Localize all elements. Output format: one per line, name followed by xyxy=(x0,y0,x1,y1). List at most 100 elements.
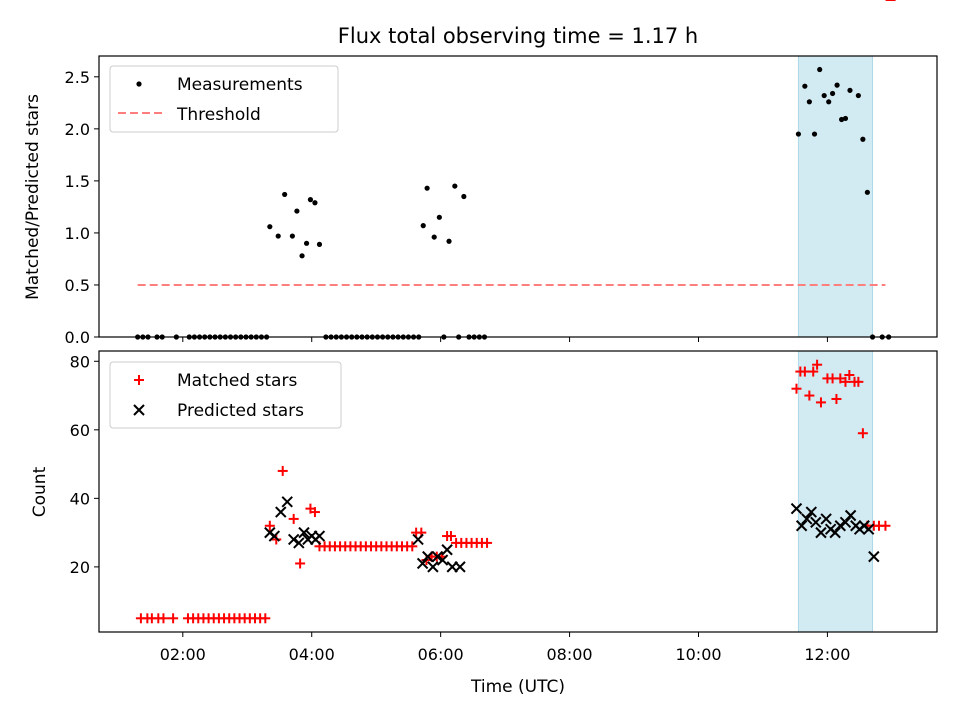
predicted-star-point xyxy=(412,533,424,546)
bottom-panel-count: 20 40 60 80 02:00 04:00 06:00 08:00 10:00 12:00 xyxy=(70,0,938,664)
predicted-star-point xyxy=(868,550,880,563)
matched-star-point xyxy=(264,520,275,531)
legend-label-threshold: Threshold xyxy=(176,105,261,125)
x-axis-label: Time (UTC) xyxy=(470,677,565,697)
predicted-star-point xyxy=(431,550,444,563)
predicted-star-point xyxy=(441,544,453,556)
measurement-point xyxy=(289,233,295,239)
predicted-star-point xyxy=(820,513,832,525)
matched-star-point xyxy=(815,397,826,408)
matched-star-point xyxy=(295,558,306,569)
matched-star-point xyxy=(812,359,823,370)
matched-star-point xyxy=(277,465,288,476)
measurement-point xyxy=(275,233,281,239)
measurement-point xyxy=(821,92,827,99)
predicted-star-point xyxy=(834,520,847,532)
predicted-star-point xyxy=(293,537,305,549)
matched-star-point xyxy=(791,383,802,394)
predicted-star-point xyxy=(790,502,803,515)
predicted-star-point xyxy=(313,530,326,542)
measurement-point xyxy=(303,240,310,246)
legend-label-predicted: Predicted stars xyxy=(177,401,304,421)
matched-star-point xyxy=(840,376,851,387)
predicted-star-point xyxy=(795,520,808,532)
y-tick-label: 0.0 xyxy=(65,328,90,347)
predicted-star-point xyxy=(416,557,429,570)
predicted-star-point xyxy=(281,496,293,508)
y-tick-label: 2.5 xyxy=(65,68,90,87)
legend-bottom: Matched stars Predicted stars xyxy=(109,361,342,429)
measurement-point xyxy=(811,131,818,137)
predicted-star-point xyxy=(805,506,818,518)
y-axis-label-bottom: Count xyxy=(30,466,50,517)
matched-star-point xyxy=(804,390,815,401)
matched-star-point xyxy=(857,428,868,439)
measurement-point xyxy=(461,193,467,200)
measurement-point xyxy=(267,224,273,230)
matched-star-point xyxy=(880,520,891,531)
matched-star-point xyxy=(445,531,456,542)
y-tick-label: 1.0 xyxy=(65,224,90,243)
measurement-point xyxy=(299,253,305,259)
y-tick-label: 1.5 xyxy=(65,172,90,191)
legend-plus-marker xyxy=(134,375,144,385)
predicted-star-point xyxy=(298,526,310,539)
matched-star-point xyxy=(271,534,282,545)
matched-star-point xyxy=(844,369,855,380)
x-tick-label: 12:00 xyxy=(804,645,850,664)
measurement-point xyxy=(806,99,812,105)
plot-frame xyxy=(98,55,938,338)
chart-title: Flux total observing time = 1.17 h xyxy=(338,24,698,48)
predicted-star-point xyxy=(287,533,300,546)
matched-star-point xyxy=(158,613,169,624)
matched-star-point xyxy=(407,541,418,552)
legend-label-matched: Matched stars xyxy=(177,371,297,391)
measurement-point xyxy=(446,238,452,244)
x-tick-label: 04:00 xyxy=(289,645,335,664)
measurement-point xyxy=(855,92,861,99)
matched-star-point xyxy=(288,513,299,524)
y-tick-label: 80 xyxy=(70,352,90,371)
x-tick-label: 10:00 xyxy=(675,645,721,664)
measurement-point xyxy=(282,191,288,198)
y-tick-label: 0.5 xyxy=(65,276,90,295)
measurement-point xyxy=(424,185,430,191)
predicted-star-point xyxy=(829,526,841,539)
legend-top: Measurements Threshold xyxy=(109,65,339,133)
measurement-point xyxy=(294,208,300,214)
x-tick-label: 06:00 xyxy=(418,645,464,664)
y-tick-label: 2.0 xyxy=(65,120,90,139)
measurement-point xyxy=(316,241,323,247)
legend-top-frame xyxy=(109,65,339,133)
matched-star-point xyxy=(482,537,493,548)
predicted-star-point xyxy=(810,516,822,529)
matched-star-point xyxy=(831,393,842,404)
measurement-point xyxy=(817,66,823,73)
measurement-point xyxy=(847,87,853,93)
x-tick-label: 08:00 xyxy=(547,645,593,664)
measurement-point xyxy=(431,234,437,240)
plot-frame xyxy=(98,350,938,633)
legend-label-measurements: Measurements xyxy=(177,75,303,95)
measurement-point xyxy=(826,99,832,105)
measurement-point xyxy=(802,83,808,89)
y-tick-label: 40 xyxy=(70,489,90,508)
predicted-star-point xyxy=(844,509,857,522)
measurement-point xyxy=(307,197,314,203)
measurement-point xyxy=(860,136,866,142)
predicted-star-point xyxy=(422,550,434,563)
legend-dot-marker xyxy=(136,81,142,87)
y-tick-label: 20 xyxy=(70,558,90,577)
predicted-star-point xyxy=(815,526,827,539)
predicted-star-point xyxy=(436,554,449,566)
measurement-point xyxy=(312,200,318,206)
predicted-star-point xyxy=(839,516,852,529)
x-tick-label: 02:00 xyxy=(160,645,206,664)
matched-star-point xyxy=(853,376,864,387)
matched-star-point xyxy=(835,373,846,384)
measurement-point xyxy=(842,115,849,122)
matched-star-point xyxy=(799,366,810,377)
y-tick-label: 60 xyxy=(70,421,90,440)
predicted-star-point xyxy=(275,506,287,518)
measurement-point xyxy=(436,214,442,220)
